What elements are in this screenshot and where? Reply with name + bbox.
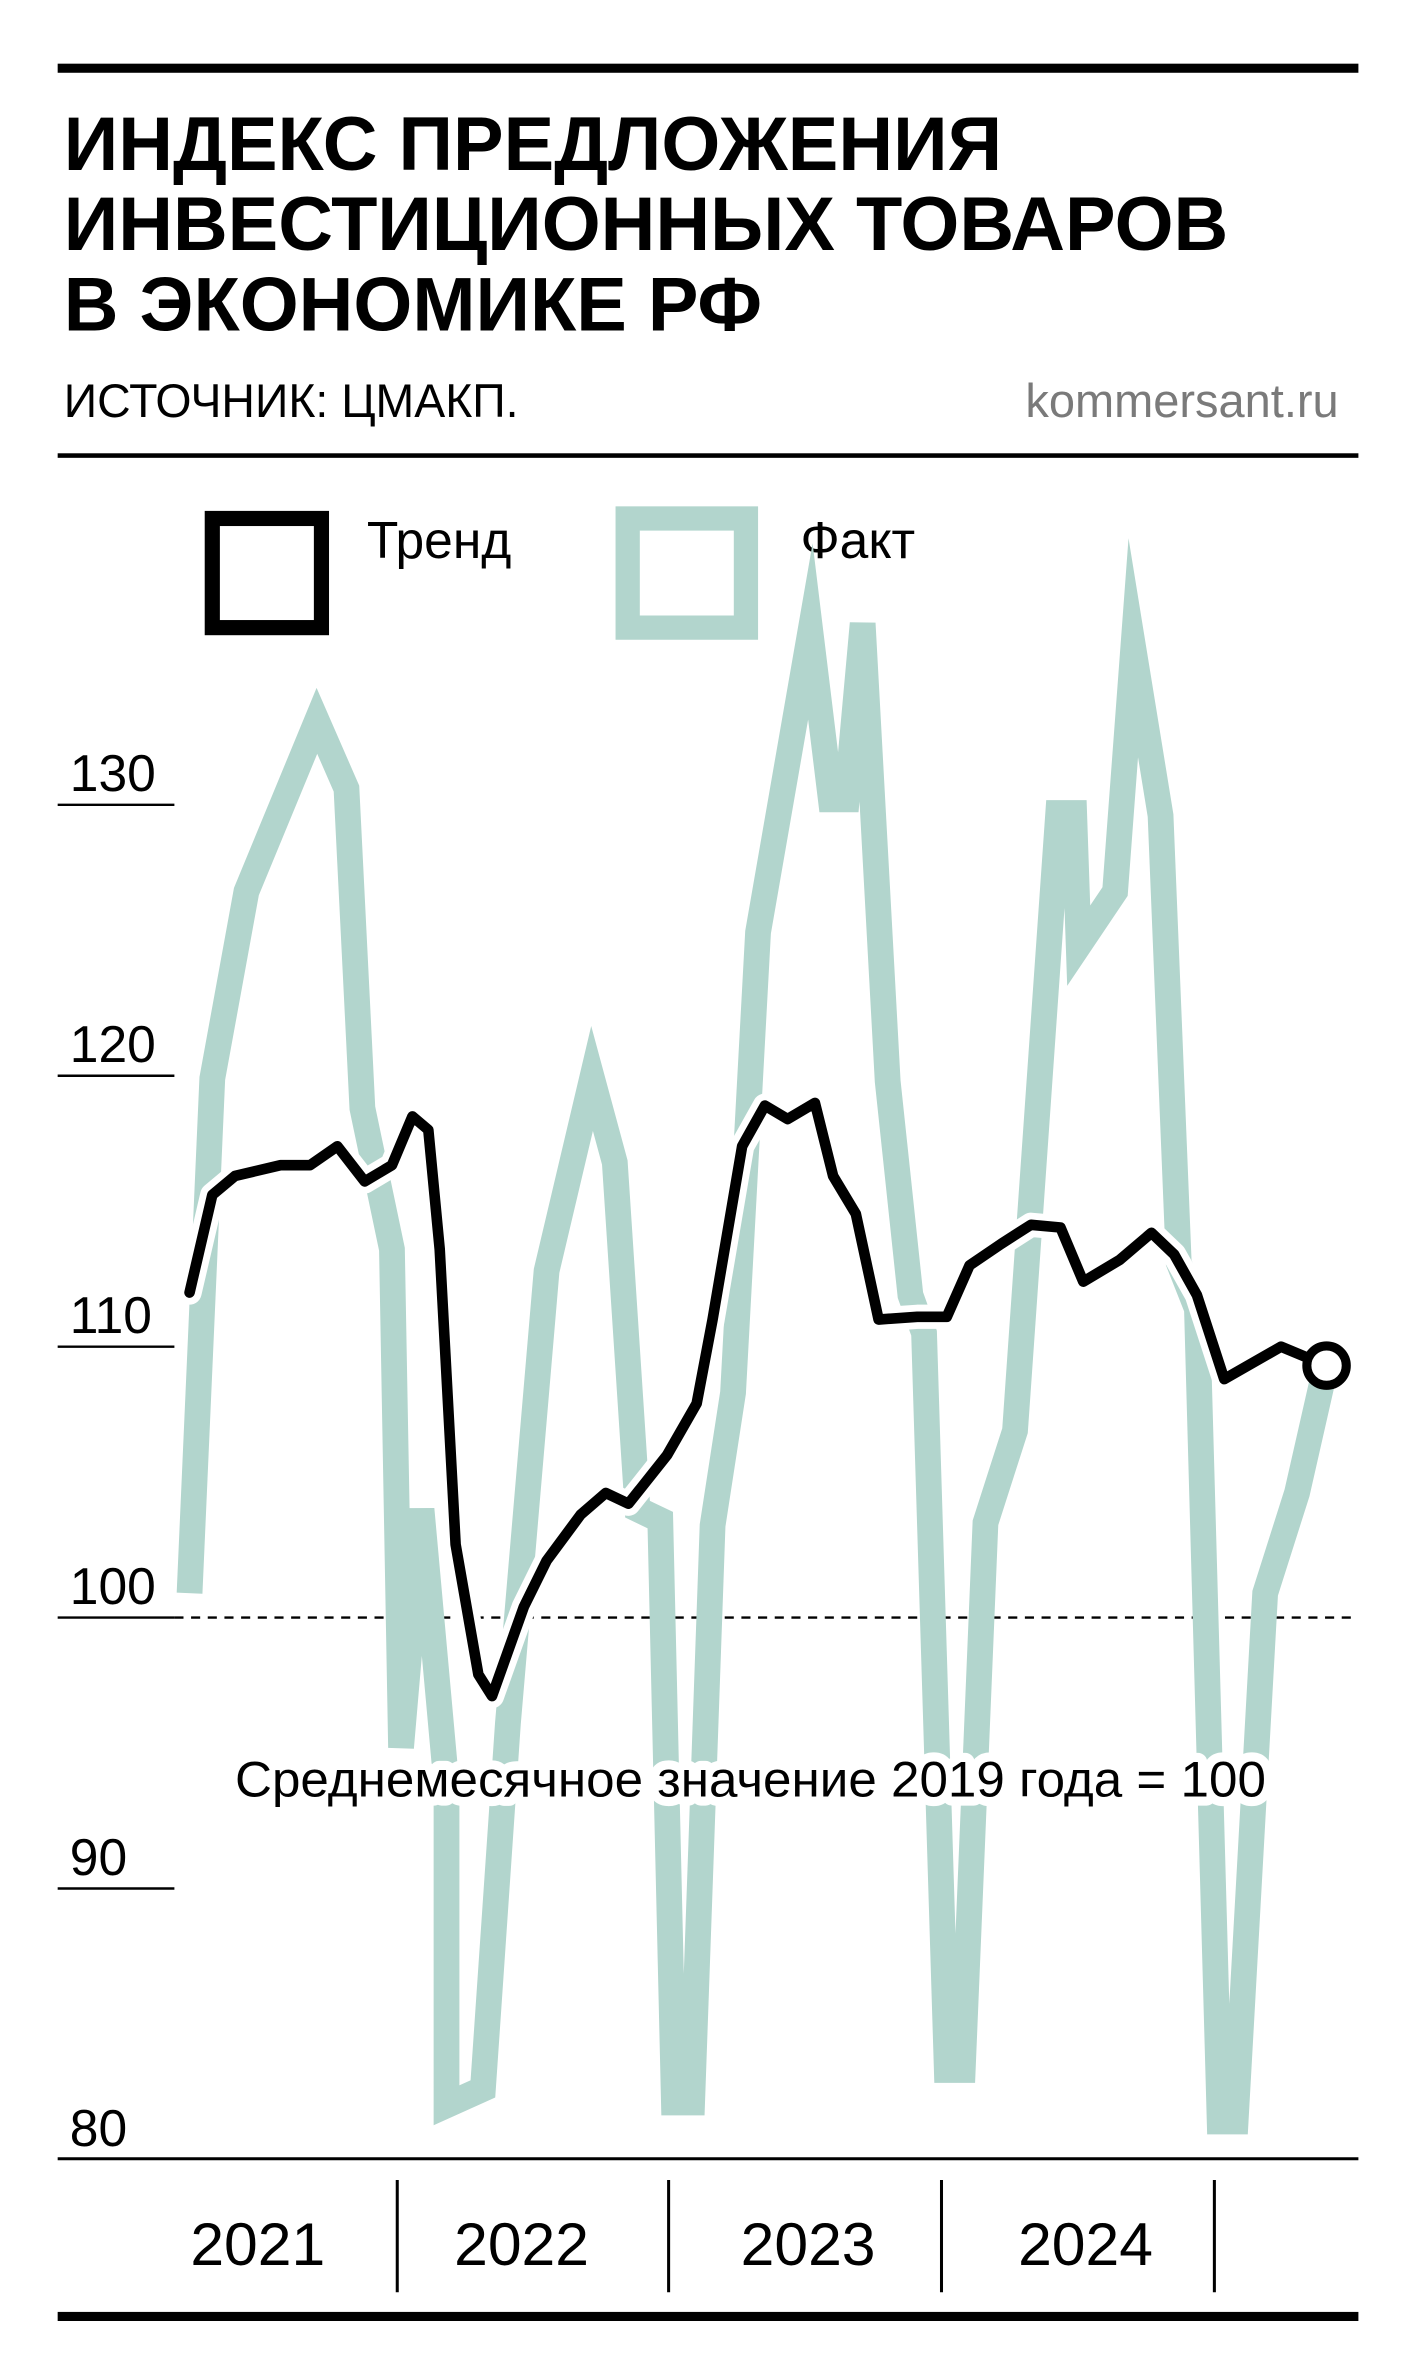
trend-series-halo: [177, 1090, 1339, 1709]
fact-series-line: [176, 538, 1340, 2135]
annotation-halo: Среднемесячное значение 2019 года = 100: [235, 1751, 1266, 1807]
header-rule: [57, 453, 1359, 458]
y-tick-label: 100: [70, 1557, 156, 1615]
source-label: ИСТОЧНИК: ЦМАКП.: [64, 374, 519, 427]
x-tick-label: 2023: [741, 2210, 876, 2278]
legend-trend-label: Тренд: [367, 511, 511, 569]
top-rule: [57, 63, 1359, 73]
legend-fact-label: Факт: [801, 511, 916, 569]
y-tick-label: 130: [70, 744, 156, 802]
trend-series-line: [184, 1097, 1332, 1702]
x-tick-label: 2022: [454, 2210, 589, 2278]
title-line-2: ИНВЕСТИЦИОННЫХ ТОВАРОВ: [64, 182, 1229, 267]
title-line-3: В ЭКОНОМИКЕ РФ: [64, 262, 762, 347]
legend-fact-swatch: [615, 506, 759, 640]
x-axis: 2021 2022 2023 2024: [190, 2180, 1216, 2293]
y-tick-label: 110: [70, 1286, 152, 1344]
legend: Тренд Факт: [204, 506, 916, 640]
title-line-1: ИНДЕКС ПРЕДЛОЖЕНИЯ: [64, 102, 1002, 187]
trend-end-marker: [1302, 1341, 1351, 1390]
y-tick-label: 80: [70, 2099, 127, 2157]
brand-label: kommersant.ru: [1025, 374, 1338, 427]
x-tick-label: 2021: [190, 2210, 325, 2278]
legend-trend-swatch: [204, 510, 330, 636]
y-axis: 80 90 100 110 120 130: [57, 744, 175, 2157]
x-tick-label: 2024: [1018, 2210, 1153, 2278]
bottom-rule: [57, 2311, 1359, 2322]
y-tick-label: 120: [70, 1015, 156, 1073]
y-tick-label: 90: [70, 1828, 127, 1886]
annotation-text: Среднемесячное значение 2019 года = 100: [235, 1751, 1266, 1807]
